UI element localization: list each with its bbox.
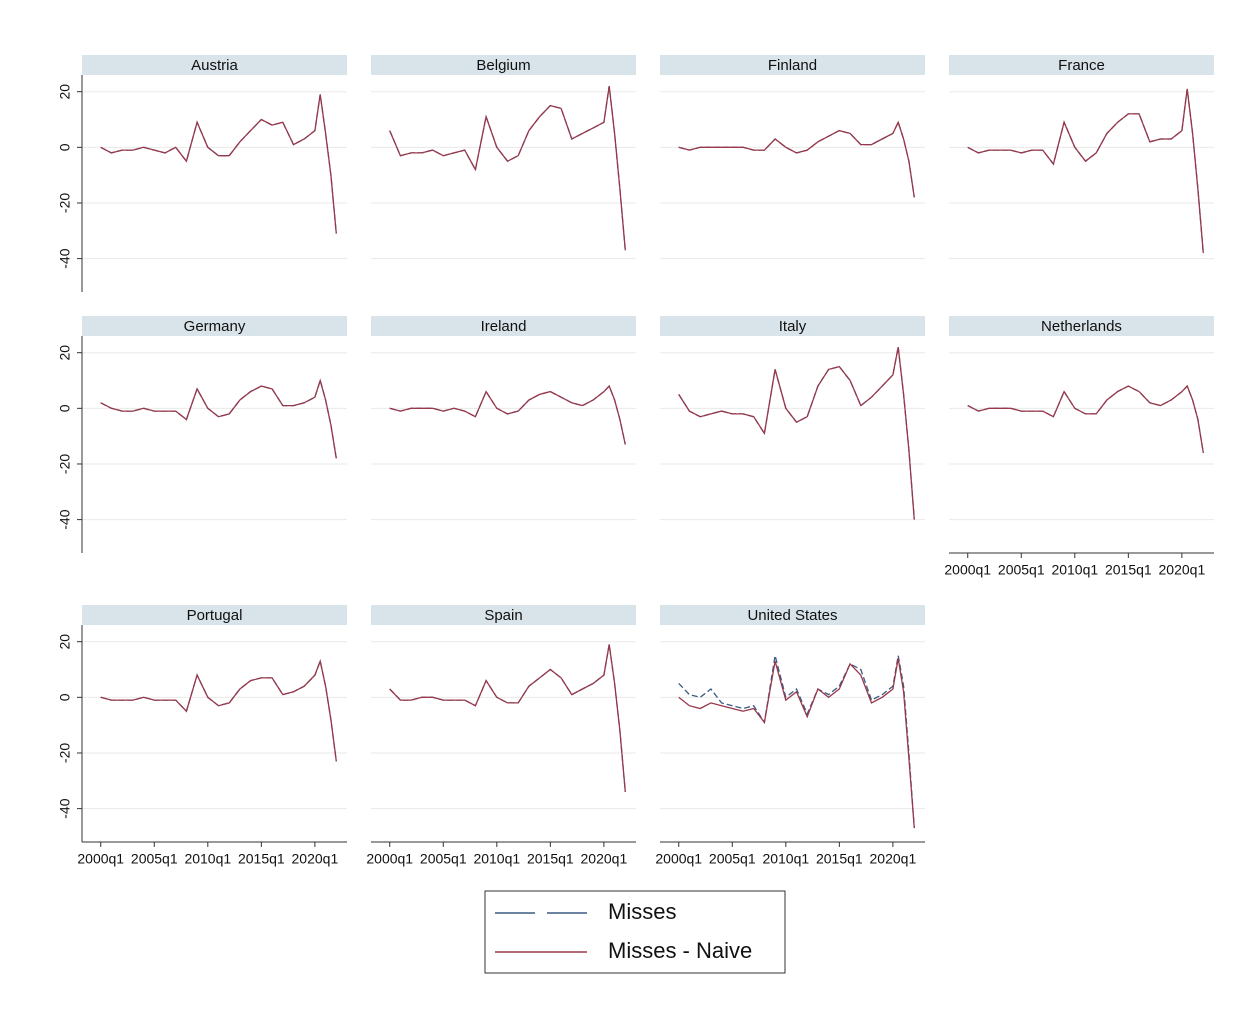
series-line <box>100 658 337 762</box>
y-tick-label: -20 <box>57 193 73 213</box>
series-line <box>389 644 626 792</box>
series-line <box>678 346 915 520</box>
panel-strip <box>82 316 347 336</box>
y-tick-label: -20 <box>57 454 73 474</box>
series-line <box>967 384 1204 453</box>
panel-strip <box>660 55 925 75</box>
series-line <box>100 378 337 459</box>
series-line <box>967 88 1204 254</box>
panel-strip <box>82 605 347 625</box>
x-tick-label: 2005q1 <box>420 851 467 867</box>
y-tick-label: 0 <box>57 404 73 412</box>
panel-title: Portugal <box>187 607 243 624</box>
panel-title: Spain <box>484 607 522 624</box>
legend-label: Misses <box>608 899 676 924</box>
panel-title: Finland <box>768 57 817 74</box>
series-line <box>389 86 626 251</box>
x-tick-label: 2020q1 <box>870 851 917 867</box>
series-line <box>967 384 1204 453</box>
panel-strip <box>660 605 925 625</box>
series-line <box>100 658 337 762</box>
x-tick-label: 2000q1 <box>655 851 702 867</box>
panel-title: United States <box>747 607 837 624</box>
x-tick-label: 2010q1 <box>184 851 231 867</box>
y-tick-label: -40 <box>57 248 73 268</box>
x-tick-label: 2010q1 <box>1051 562 1098 578</box>
series-line <box>389 86 626 251</box>
series-line <box>100 94 337 234</box>
y-tick-label: 20 <box>57 634 73 650</box>
series-line <box>100 94 337 234</box>
x-tick-label: 2000q1 <box>366 851 413 867</box>
x-tick-label: 2015q1 <box>1105 562 1152 578</box>
panel-strip <box>660 316 925 336</box>
legend-box <box>484 890 786 974</box>
panel-strip <box>371 316 636 336</box>
series-line <box>678 658 915 829</box>
x-tick-label: 2000q1 <box>77 851 124 867</box>
y-tick-label: -40 <box>57 798 73 818</box>
series-line <box>389 384 626 445</box>
x-tick-label: 2000q1 <box>944 562 991 578</box>
series-line <box>678 120 915 198</box>
series-line <box>389 384 626 445</box>
x-tick-label: 2010q1 <box>762 851 809 867</box>
legend-label: Misses - Naive <box>608 938 752 963</box>
panel-strip <box>82 55 347 75</box>
panel-title: Austria <box>191 57 238 74</box>
panel-strip <box>949 55 1214 75</box>
panel-title: Belgium <box>476 57 530 74</box>
x-tick-label: 2015q1 <box>238 851 285 867</box>
x-tick-label: 2020q1 <box>1159 562 1206 578</box>
panel-title: France <box>1058 57 1105 74</box>
y-tick-label: -40 <box>57 509 73 529</box>
series-line <box>100 378 337 459</box>
x-tick-label: 2020q1 <box>581 851 628 867</box>
series-line <box>678 346 915 520</box>
panel-title: Netherlands <box>1041 318 1122 335</box>
series-line <box>967 88 1204 254</box>
series-line <box>389 644 626 792</box>
y-tick-label: 20 <box>57 345 73 361</box>
series-line <box>678 655 915 829</box>
x-tick-label: 2005q1 <box>131 851 178 867</box>
x-tick-label: 2015q1 <box>816 851 863 867</box>
y-tick-label: 0 <box>57 143 73 151</box>
y-tick-label: 0 <box>57 693 73 701</box>
x-tick-label: 2015q1 <box>527 851 574 867</box>
y-tick-label: 20 <box>57 84 73 100</box>
series-line <box>678 120 915 198</box>
panel-title: Italy <box>779 318 807 335</box>
panel-strip <box>371 605 636 625</box>
y-tick-label: -20 <box>57 743 73 763</box>
x-tick-label: 2020q1 <box>292 851 339 867</box>
panel-title: Germany <box>184 318 246 335</box>
legend: Misses Misses - Naive <box>484 890 786 974</box>
panel-strip <box>371 55 636 75</box>
x-tick-label: 2010q1 <box>473 851 520 867</box>
panel-title: Ireland <box>481 318 527 335</box>
panel-strip <box>949 316 1214 336</box>
x-tick-label: 2005q1 <box>998 562 1045 578</box>
x-tick-label: 2005q1 <box>709 851 756 867</box>
